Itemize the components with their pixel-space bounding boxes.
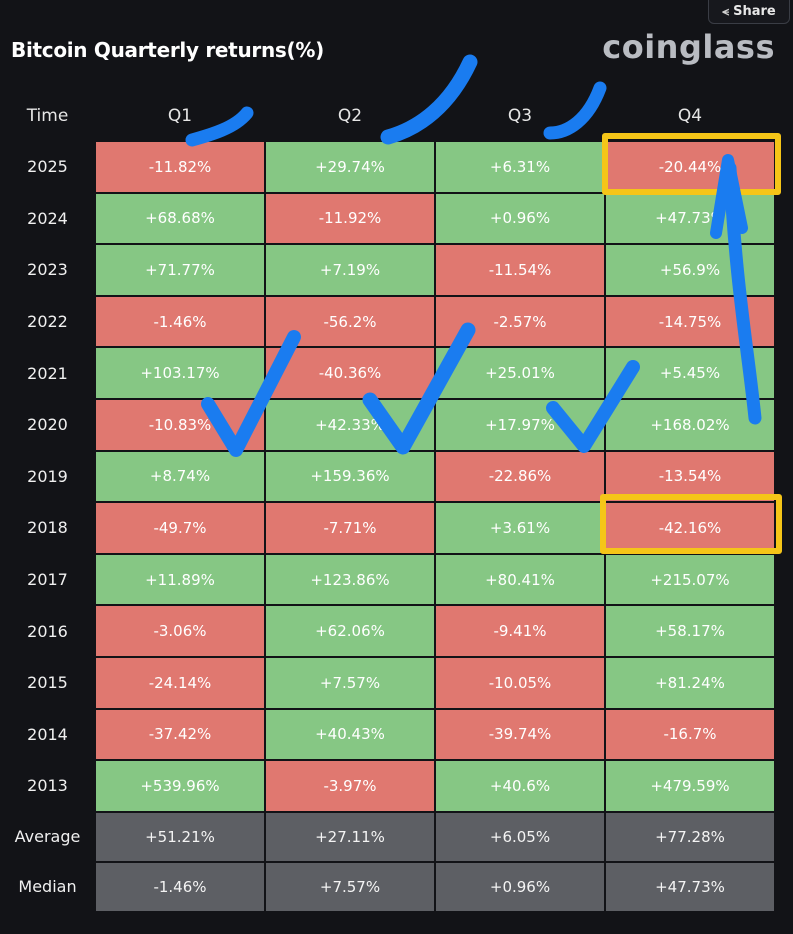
table-cell-2014-q3: -39.74%	[435, 708, 605, 761]
table-cell-2018-q2: -7.71%	[265, 502, 435, 554]
row-label-2022: 2022	[27, 312, 68, 332]
table-cell-2018-q1: -49.7%	[95, 502, 265, 554]
summary-cell-average-q4: +77.28%	[605, 811, 775, 862]
returns-table: Time Q1 Q2 Q3 Q4 2025 -11.82% +29.74% +6.31% -20.…	[0, 91, 775, 912]
table-cell-2015-q3: -10.05%	[435, 656, 605, 709]
table-cell-2022-q2: -56.2%	[265, 295, 435, 348]
table-cell-2021-q2: -40.36%	[265, 347, 435, 399]
summary-cell-median-q3: +0.96%	[435, 861, 605, 912]
table-cell-2022-q4: -14.75%	[605, 295, 775, 348]
table-cell-2017-q3: +80.41%	[435, 553, 605, 606]
table-cell-2019-q1: +8.74%	[95, 450, 265, 503]
table-cell-2017-q4: +215.07%	[605, 553, 775, 606]
table-cell-2020-q1: -10.83%	[95, 398, 265, 451]
table-cell-2021-q1: +103.17%	[95, 347, 265, 399]
row-label-2023: 2023	[27, 260, 68, 280]
column-header-q4: Q4	[677, 106, 703, 126]
row-label-2020: 2020	[27, 415, 68, 435]
row-label-2016: 2016	[27, 621, 68, 641]
table-cell-2020-q4: +168.02%	[605, 398, 775, 451]
summary-cell-average-q2: +27.11%	[265, 811, 435, 862]
table-cell-2025-q3: +6.31%	[435, 141, 605, 193]
row-label-2019: 2019	[27, 466, 68, 486]
share-icon: ⪪	[722, 3, 730, 18]
table-cell-2013-q1: +539.96%	[95, 760, 265, 812]
table-cell-2018-q4: -42.16%	[605, 502, 775, 554]
table-cell-2020-q2: +42.33%	[265, 398, 435, 451]
table-cell-2025-q4: -20.44%	[605, 141, 775, 193]
row-label-2025: 2025	[27, 157, 68, 177]
column-header-time: Time	[26, 106, 69, 126]
coinglass-logo: coinglass	[602, 28, 775, 66]
column-header-q1: Q1	[167, 106, 193, 126]
row-label-2015: 2015	[27, 673, 68, 693]
table-cell-2022-q3: -2.57%	[435, 295, 605, 348]
summary-cell-average-q1: +51.21%	[95, 811, 265, 862]
table-cell-2017-q2: +123.86%	[265, 553, 435, 606]
table-cell-2016-q1: -3.06%	[95, 605, 265, 657]
table-cell-2015-q1: -24.14%	[95, 656, 265, 709]
table-cell-2013-q2: -3.97%	[265, 760, 435, 812]
table-cell-2018-q3: +3.61%	[435, 502, 605, 554]
row-label-2018: 2018	[27, 518, 68, 538]
table-cell-2021-q3: +25.01%	[435, 347, 605, 399]
table-cell-2014-q2: +40.43%	[265, 708, 435, 761]
table-cell-2024-q3: +0.96%	[435, 192, 605, 245]
row-label-average: Average	[14, 827, 81, 847]
table-cell-2025-q2: +29.74%	[265, 141, 435, 193]
page-title: Bitcoin Quarterly returns(%)	[11, 38, 324, 62]
table-cell-2014-q1: -37.42%	[95, 708, 265, 761]
table-cell-2023-q2: +7.19%	[265, 244, 435, 296]
table-cell-2023-q3: -11.54%	[435, 244, 605, 296]
table-cell-2015-q2: +7.57%	[265, 656, 435, 709]
row-label-2017: 2017	[27, 570, 68, 590]
table-cell-2024-q2: -11.92%	[265, 192, 435, 245]
column-header-q3: Q3	[507, 106, 533, 126]
table-cell-2014-q4: -16.7%	[605, 708, 775, 761]
summary-cell-median-q2: +7.57%	[265, 861, 435, 912]
table-cell-2019-q3: -22.86%	[435, 450, 605, 503]
table-cell-2016-q4: +58.17%	[605, 605, 775, 657]
column-header-q2: Q2	[337, 106, 363, 126]
table-cell-2024-q1: +68.68%	[95, 192, 265, 245]
table-cell-2013-q3: +40.6%	[435, 760, 605, 812]
table-cell-2017-q1: +11.89%	[95, 553, 265, 606]
table-cell-2016-q3: -9.41%	[435, 605, 605, 657]
table-cell-2021-q4: +5.45%	[605, 347, 775, 399]
table-cell-2020-q3: +17.97%	[435, 398, 605, 451]
table-cell-2022-q1: -1.46%	[95, 295, 265, 348]
table-cell-2016-q2: +62.06%	[265, 605, 435, 657]
table-cell-2019-q2: +159.36%	[265, 450, 435, 503]
table-cell-2015-q4: +81.24%	[605, 656, 775, 709]
row-label-2013: 2013	[27, 776, 68, 796]
table-cell-2019-q4: -13.54%	[605, 450, 775, 503]
table-cell-2023-q4: +56.9%	[605, 244, 775, 296]
summary-cell-median-q1: -1.46%	[95, 861, 265, 912]
table-cell-2024-q4: +47.73%	[605, 192, 775, 245]
share-label: Share	[733, 3, 776, 19]
share-button[interactable]: ⪪ Share	[708, 0, 790, 24]
row-label-2014: 2014	[27, 724, 68, 744]
table-cell-2025-q1: -11.82%	[95, 141, 265, 193]
table-cell-2013-q4: +479.59%	[605, 760, 775, 812]
summary-cell-average-q3: +6.05%	[435, 811, 605, 862]
summary-cell-median-q4: +47.73%	[605, 861, 775, 912]
row-label-median: Median	[18, 877, 77, 897]
row-label-2021: 2021	[27, 363, 68, 383]
table-cell-2023-q1: +71.77%	[95, 244, 265, 296]
row-label-2024: 2024	[27, 208, 68, 228]
